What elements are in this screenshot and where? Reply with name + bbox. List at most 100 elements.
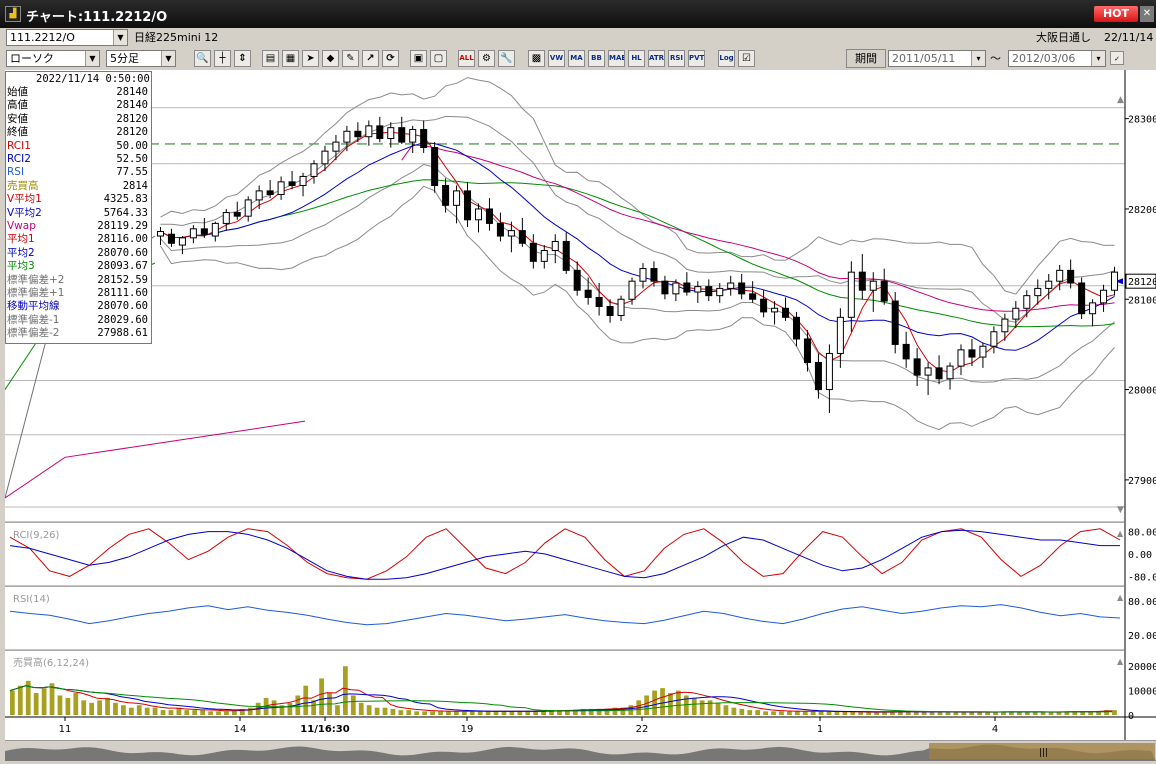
volume-bar <box>382 707 388 715</box>
volume-bar <box>1032 712 1038 715</box>
scale-icon[interactable]: ⇕ <box>234 50 251 67</box>
symbol-code: 111.2212/O <box>10 31 75 44</box>
candle <box>825 352 833 391</box>
scale-down-icon: ▼ <box>1117 505 1124 515</box>
candle <box>902 343 910 360</box>
interval-select[interactable]: 5分足 ▼ <box>106 50 176 67</box>
mae-icon[interactable]: MAE <box>608 50 625 67</box>
chart-area[interactable]: 28300 28200 28100 28000 27900 28120 ▲ ▼ RCI(9,2… <box>5 70 1156 740</box>
candle <box>573 269 581 291</box>
cross-icon[interactable]: ┼ <box>214 50 231 67</box>
info-label: RCI1 <box>7 139 31 152</box>
candle <box>1023 295 1031 309</box>
volume-bar <box>1009 711 1014 715</box>
candle <box>365 125 373 138</box>
x-tick-label: 11/16:30 <box>300 724 349 735</box>
mark-icon[interactable]: ◆ <box>322 50 339 67</box>
candle <box>1012 307 1020 320</box>
arrow-icon[interactable]: ↗ <box>362 50 379 67</box>
info-value: 28140 <box>116 99 148 112</box>
pane-tick-label: 0.00 <box>1128 550 1152 561</box>
volume-bar <box>882 712 887 715</box>
current-price-marker <box>1115 278 1123 285</box>
hot-button[interactable]: HOT <box>1094 6 1138 22</box>
info-value: 28093.67 <box>97 260 148 273</box>
candle <box>1111 271 1119 291</box>
bb-icon[interactable]: BB <box>588 50 605 67</box>
candle <box>705 286 713 297</box>
calendar-icon[interactable]: ▾ <box>971 51 985 66</box>
volume-bar <box>168 710 174 715</box>
pvt-icon[interactable]: PVT <box>688 50 705 67</box>
rci-pane <box>5 523 1125 586</box>
candle <box>606 305 614 317</box>
info-value: 28070.60 <box>97 300 148 313</box>
palette-icon[interactable]: ▩ <box>528 50 545 67</box>
volume-bar <box>604 708 610 715</box>
candle <box>595 296 603 307</box>
grid-icon[interactable]: ▦ <box>282 50 299 67</box>
pen-icon[interactable]: ✎ <box>342 50 359 67</box>
candle <box>946 365 954 380</box>
x-tick-label: 22 <box>636 724 649 735</box>
chevron-down-icon[interactable]: ▼ <box>161 51 175 66</box>
volume-bar <box>565 710 570 715</box>
chevron-down-icon[interactable]: ▼ <box>85 51 99 66</box>
check-icon[interactable]: ☑ <box>738 50 755 67</box>
time-scrollbar[interactable]: ||| <box>5 740 1156 761</box>
gear-icon[interactable]: ⚙ <box>478 50 495 67</box>
wrench-icon[interactable]: 🔧 <box>498 50 515 67</box>
scroll-thumb[interactable] <box>929 743 1155 759</box>
candle <box>771 307 779 313</box>
candle <box>957 349 965 367</box>
atr-icon[interactable]: ATR <box>648 50 665 67</box>
cursor-icon[interactable]: ➤ <box>302 50 319 67</box>
candle <box>683 282 691 293</box>
volume-bar <box>414 711 420 715</box>
date-from-field[interactable]: 2011/05/11 ▾ <box>888 50 986 67</box>
calendar-icon[interactable]: ▾ <box>1091 51 1105 66</box>
period-button[interactable]: 期間 <box>846 49 886 68</box>
volume-bar <box>430 711 435 715</box>
hl-icon[interactable]: HL <box>628 50 645 67</box>
volume-bar <box>152 707 158 715</box>
candle <box>540 249 548 262</box>
volume-bar <box>390 708 396 715</box>
rsi-icon[interactable]: RSI <box>668 50 685 67</box>
info-label: 平均2 <box>7 246 35 259</box>
volume-bar <box>358 702 364 715</box>
candle <box>321 150 329 165</box>
ma-icon[interactable]: MA <box>568 50 585 67</box>
candle <box>968 349 976 358</box>
info-label: 移動平均線 <box>7 300 60 313</box>
box-icon[interactable]: ▣ <box>410 50 427 67</box>
detail-icon[interactable]: ▤ <box>262 50 279 67</box>
date-to-field[interactable]: 2012/03/06 ▾ <box>1008 50 1106 67</box>
info-row: 標準偏差+2 28152.59 <box>6 274 151 287</box>
volume-bar <box>1088 711 1094 715</box>
rotate-icon[interactable]: ⟳ <box>382 50 399 67</box>
chevron-down-icon[interactable]: ▼ <box>113 30 127 45</box>
volume-bar <box>794 711 800 715</box>
close-button[interactable]: ✕ <box>1140 6 1154 22</box>
chart-type-select[interactable]: ローソク ▼ <box>6 50 100 67</box>
vwap-left <box>5 420 306 499</box>
volume-bar <box>763 711 768 715</box>
period-checkbox[interactable]: ✓ <box>1110 51 1124 65</box>
volume-bar <box>438 711 443 715</box>
volume-bar <box>1048 712 1054 715</box>
candle <box>222 212 230 224</box>
log-icon[interactable]: Log <box>718 50 735 67</box>
vol-icon[interactable]: VW <box>548 50 565 67</box>
scroll-grip-icon[interactable]: ||| <box>1039 748 1048 758</box>
volume-bar <box>731 707 737 715</box>
volume-bar <box>549 710 554 715</box>
box2-icon[interactable]: ▢ <box>430 50 447 67</box>
candle <box>760 298 768 313</box>
zoom-icon[interactable]: 🔍 <box>194 50 211 67</box>
symbol-select[interactable]: 111.2212/O ▼ <box>6 29 128 46</box>
all-icon[interactable]: ALL <box>458 50 475 67</box>
candle <box>836 316 844 354</box>
info-label: 安値 <box>7 112 28 125</box>
volume-bar <box>485 711 491 715</box>
